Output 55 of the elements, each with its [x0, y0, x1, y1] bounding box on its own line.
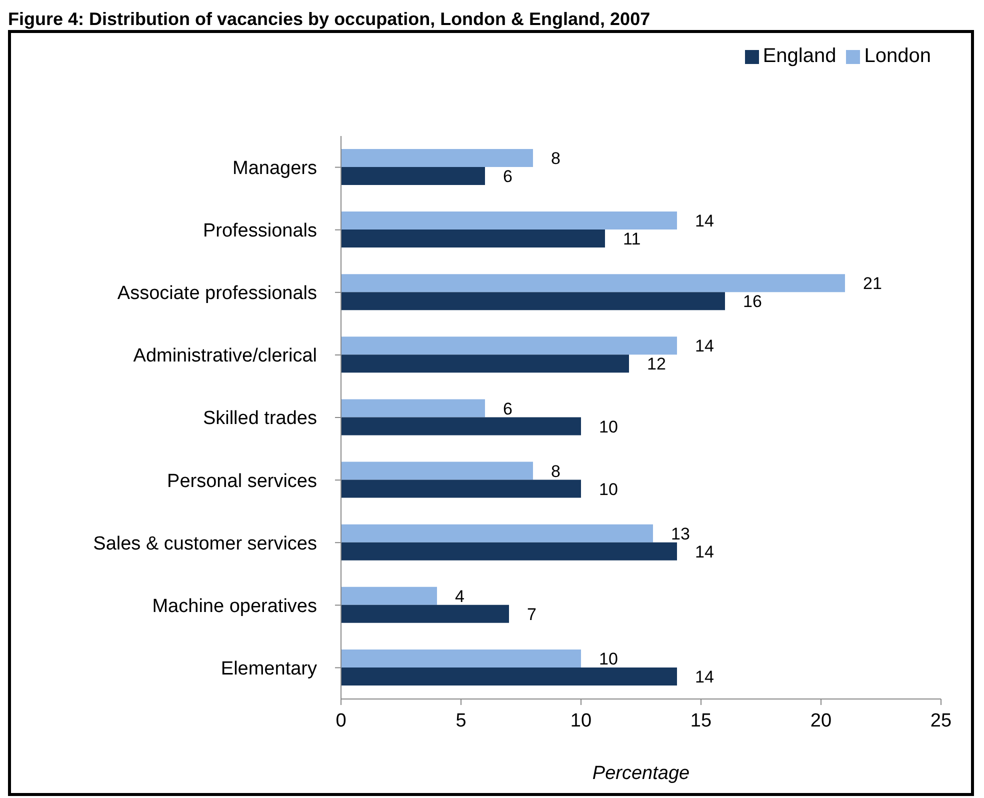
y-tick-label: Professionals	[202, 220, 317, 242]
bar	[341, 667, 677, 686]
x-tick-label: 15	[690, 710, 712, 732]
bar	[341, 149, 533, 167]
bar	[341, 586, 437, 605]
data-label: 16	[743, 292, 762, 312]
data-label: 7	[527, 604, 536, 624]
bar	[341, 336, 677, 355]
bar	[341, 212, 677, 230]
data-label: 10	[599, 480, 618, 499]
x-tick-label: 5	[456, 710, 466, 732]
data-label: 12	[647, 354, 666, 374]
chart-title: Figure 4: Distribution of vacancies by occupation, London & England, 2007	[8, 8, 652, 30]
bar	[341, 542, 677, 560]
x-axis-title: Percentage	[592, 763, 690, 784]
bar	[341, 524, 653, 542]
data-label: 21	[863, 274, 882, 294]
data-label: 10	[599, 649, 618, 668]
data-label: 14	[695, 212, 714, 231]
data-label: 8	[551, 149, 560, 168]
x-tick-label: 25	[930, 710, 952, 732]
y-tick-label: Skilled trades	[202, 408, 317, 430]
bar	[341, 167, 485, 185]
data-label: 14	[695, 542, 714, 562]
y-tick-label: Administrative/clerical	[133, 346, 317, 367]
bar	[341, 462, 533, 480]
data-label: 14	[695, 667, 714, 686]
data-label: 13	[671, 524, 690, 544]
bar	[341, 649, 581, 668]
data-label: 8	[551, 462, 560, 481]
data-label: 6	[503, 399, 512, 418]
y-tick-label: Managers	[232, 158, 317, 180]
y-tick-label: Elementary	[220, 658, 318, 680]
x-tick-label: 10	[570, 710, 592, 732]
y-tick-label: Associate professionals	[117, 283, 317, 304]
bar	[341, 230, 605, 248]
data-label: 11	[623, 230, 641, 249]
data-label: 6	[503, 167, 512, 186]
legend-label: London	[864, 45, 931, 67]
bar	[341, 354, 629, 373]
y-tick-label: Sales & customer services	[93, 533, 317, 554]
x-tick-label: 20	[810, 710, 832, 732]
bar	[341, 274, 845, 292]
data-label: 4	[455, 586, 464, 606]
bar	[341, 292, 725, 310]
data-label: 14	[695, 336, 714, 356]
y-tick-label: Machine operatives	[152, 596, 317, 617]
y-tick-label: Personal services	[167, 470, 317, 492]
bar	[341, 604, 509, 623]
x-tick-label: 0	[336, 710, 346, 732]
bar	[341, 417, 581, 436]
bar	[341, 480, 581, 498]
bar	[341, 399, 485, 418]
data-label: 10	[599, 417, 618, 436]
legend-label: England	[762, 45, 836, 67]
